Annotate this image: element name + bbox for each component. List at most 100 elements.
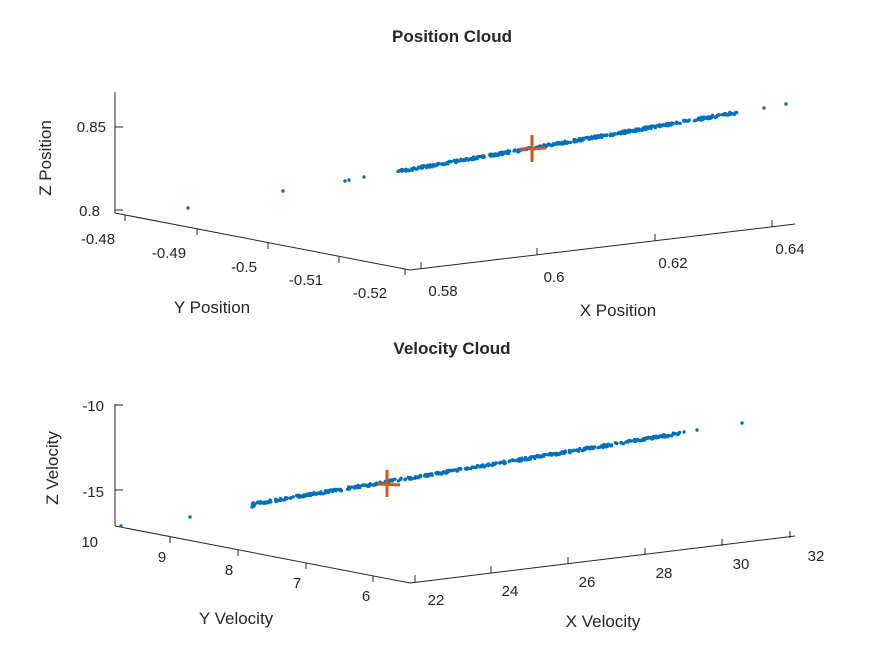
data-point	[499, 460, 503, 465]
data-point	[527, 457, 531, 462]
x-tick-label: 26	[579, 574, 596, 591]
y-tick-label: 8	[225, 562, 233, 579]
data-point	[420, 164, 424, 168]
data-point	[631, 129, 636, 134]
data-point	[676, 432, 680, 437]
velocity-cloud-chart: Velocity Cloud -10 -15 10 9 8 7 6 22 24 …	[43, 339, 824, 631]
data-point	[563, 139, 567, 143]
x-axis-label: X Velocity	[566, 612, 641, 631]
data-point	[669, 434, 674, 438]
data-point	[732, 112, 737, 116]
data-point	[399, 476, 403, 480]
data-point	[666, 122, 671, 126]
data-point	[503, 150, 507, 154]
data-point	[441, 470, 446, 474]
data-point	[430, 473, 434, 477]
data-point	[615, 441, 619, 446]
data-point	[491, 461, 495, 465]
data-point	[594, 136, 598, 140]
data-point	[512, 149, 516, 153]
data-point	[430, 163, 435, 168]
data-point	[358, 484, 362, 489]
data-point	[445, 161, 449, 165]
data-point	[295, 493, 299, 498]
data-point	[418, 474, 423, 478]
data-point	[371, 483, 375, 487]
y-axis-label: Y Position	[174, 298, 250, 317]
mean-marker-horizontal	[377, 482, 401, 487]
data-point	[347, 178, 351, 182]
data-point	[649, 435, 653, 440]
data-point	[502, 459, 506, 463]
data-point	[740, 421, 744, 425]
y-tick-label: 9	[158, 549, 166, 566]
data-point	[560, 140, 564, 145]
x-tick-label: 24	[502, 583, 519, 600]
data-point	[275, 499, 280, 503]
data-point	[605, 133, 609, 137]
data-point	[609, 444, 614, 448]
chart-title: Velocity Cloud	[393, 339, 510, 358]
data-point	[575, 139, 579, 143]
data-point	[532, 454, 536, 459]
data-point	[582, 446, 586, 451]
z-axis-label: Z Position	[36, 120, 55, 196]
z-tick-label: -10	[82, 398, 104, 415]
data-point	[461, 158, 466, 163]
data-point	[289, 496, 293, 500]
data-point	[552, 451, 556, 456]
data-point	[577, 137, 582, 141]
data-point	[482, 465, 486, 469]
data-point	[624, 131, 628, 135]
data-point	[675, 121, 680, 125]
x-tick-label: 0.6	[544, 269, 565, 286]
data-point	[256, 501, 261, 505]
data-point	[682, 430, 686, 434]
data-point	[500, 152, 504, 156]
data-point	[657, 434, 661, 438]
data-point	[720, 113, 724, 117]
data-point	[455, 469, 459, 473]
data-point	[485, 463, 489, 467]
data-point	[393, 477, 397, 481]
data-point	[451, 468, 456, 472]
position-cloud-chart: Position Cloud 0.85 0.8 -0.48 -0.49 -0.5…	[36, 27, 805, 320]
data-point	[481, 155, 485, 159]
data-point	[301, 495, 305, 499]
data-point	[343, 179, 347, 183]
position-mean-marker	[519, 135, 547, 162]
data-point	[413, 475, 417, 479]
data-point	[374, 481, 379, 485]
data-point	[696, 116, 701, 121]
data-point	[406, 475, 411, 479]
data-point	[568, 451, 572, 455]
data-point	[548, 143, 552, 147]
data-point	[687, 118, 691, 122]
x-axis-line	[409, 223, 796, 271]
data-point	[251, 501, 255, 505]
data-point	[329, 488, 333, 492]
data-point	[396, 169, 400, 174]
data-point	[446, 468, 451, 473]
data-point	[632, 437, 637, 442]
data-point	[683, 119, 687, 124]
data-point	[661, 123, 666, 127]
data-point	[535, 454, 539, 458]
data-point	[407, 169, 411, 173]
x-tick-label: 28	[656, 565, 673, 582]
data-point	[671, 431, 675, 435]
data-point	[784, 102, 788, 106]
data-point	[426, 474, 430, 478]
data-point	[624, 440, 628, 444]
y-tick-label: 6	[362, 588, 370, 605]
data-point	[390, 478, 394, 482]
data-point	[281, 189, 285, 193]
data-point	[640, 438, 645, 443]
data-point	[617, 130, 622, 135]
data-point	[589, 445, 594, 449]
data-point	[477, 154, 481, 159]
data-point	[629, 439, 633, 443]
data-point	[563, 450, 567, 455]
velocity-mean-marker	[377, 470, 401, 497]
data-point	[468, 466, 473, 471]
